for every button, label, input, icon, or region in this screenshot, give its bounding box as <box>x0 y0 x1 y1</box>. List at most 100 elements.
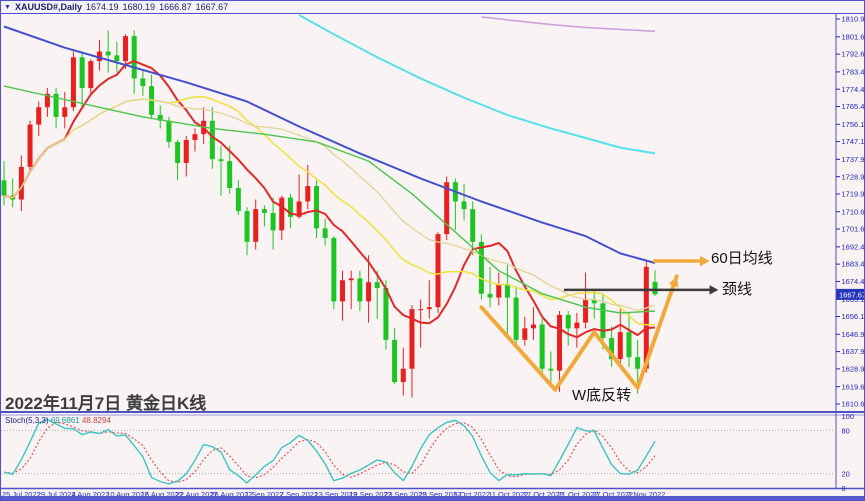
candle-body <box>53 93 59 117</box>
candle-body <box>62 107 68 117</box>
candle-body <box>123 36 129 62</box>
candle-body <box>652 281 658 295</box>
candle-body <box>348 278 354 281</box>
candle-body <box>270 212 276 231</box>
price-tick-label: 1801.65 <box>842 32 865 41</box>
candle-body <box>522 328 528 340</box>
candle-body <box>313 186 319 229</box>
date-tick-label: 29 Jul 2022 <box>37 490 76 499</box>
collapse-arrow-icon[interactable]: ▼ <box>4 3 11 11</box>
candle-body <box>444 182 450 235</box>
candle-body <box>175 141 181 164</box>
candle-body <box>409 309 415 369</box>
candle-body <box>530 324 536 329</box>
candle-body <box>27 124 33 167</box>
price-tick-label: 1637.90 <box>842 347 865 356</box>
chart-caption: 2022年11月7日 黄金日K线 <box>5 394 207 413</box>
candle-body <box>44 93 50 108</box>
stoch-d-value: 48.8294 <box>81 416 111 425</box>
candle-body <box>539 324 545 369</box>
price-tick-label: 1619.65 <box>842 382 865 391</box>
candle-body <box>513 297 519 340</box>
price-tick-label: 1728.90 <box>842 172 865 181</box>
open-value: 1674.19 <box>85 2 119 12</box>
date-tick-label: 27 Oct 2022 <box>592 490 633 499</box>
stoch-name: Stoch(5,3,3) <box>5 416 49 425</box>
price-tick-label: 1737.90 <box>842 155 865 164</box>
candle-body <box>340 280 346 302</box>
price-tick-label: 1683.40 <box>842 260 865 269</box>
price-tick-label: 1674.40 <box>842 277 865 286</box>
candle-body <box>548 368 554 371</box>
candle-body <box>305 186 311 202</box>
date-tick-label: 7 Sep 2022 <box>280 490 318 499</box>
candle-body <box>322 228 328 238</box>
price-tick-label: 1610.65 <box>842 400 865 409</box>
candle-body <box>383 287 389 340</box>
candle-body <box>643 266 649 369</box>
candle-body <box>366 282 372 302</box>
date-tick-label: 4 Aug 2022 <box>71 490 109 499</box>
date-tick-label: 21 Oct 2022 <box>558 490 599 499</box>
date-tick-label: 23 Sep 2022 <box>384 490 427 499</box>
candle-body <box>426 307 432 310</box>
candle-body <box>36 107 42 125</box>
ma60-annotation-label: 60日均线 <box>711 250 773 267</box>
stoch-scale-label: 0 <box>842 484 846 493</box>
w-bottom-arrowhead <box>668 276 679 288</box>
chart-title-bar: ▼ XAUUSD#,Daily 1674.19 1680.19 1666.87 … <box>1 1 864 14</box>
candle-body <box>478 241 484 294</box>
candle-body <box>461 201 467 210</box>
candle-body <box>70 57 76 108</box>
candle-body <box>374 282 380 288</box>
candle-body <box>105 51 111 56</box>
date-tick-label: 1 Sep 2022 <box>245 490 283 499</box>
neckline-annotation-label: 颈线 <box>722 281 753 298</box>
ma30-khaki-line <box>3 98 656 312</box>
candle-body <box>296 201 302 217</box>
date-tick-label: 11 Oct 2022 <box>488 490 528 499</box>
price-tick-label: 1774.40 <box>842 85 865 94</box>
price-tick-label: 1646.90 <box>842 330 865 339</box>
candle-body <box>287 197 293 217</box>
candle-body <box>435 234 441 308</box>
price-tick-label: 1628.90 <box>842 364 865 373</box>
price-tick-label: 1747.15 <box>842 137 865 146</box>
current-price-tag <box>836 288 864 300</box>
price-tick-label: 1792.65 <box>842 50 865 59</box>
ma-cyan-line <box>298 14 656 155</box>
candle-body <box>392 339 398 383</box>
stoch-k-line <box>3 418 656 485</box>
candle-body <box>209 120 215 160</box>
candle-body <box>496 284 502 298</box>
candle-body <box>626 332 632 358</box>
price-tick-label: 1719.90 <box>842 190 865 199</box>
fast-ma-red-line <box>3 60 656 339</box>
neckline-arrowhead <box>709 285 719 295</box>
price-tick-label: 1656.15 <box>842 312 865 321</box>
candle-body <box>557 314 563 371</box>
candle-body <box>1 180 7 196</box>
stoch-scale-label: 20 <box>842 470 850 479</box>
window-bottom-bar <box>1 496 864 500</box>
candle-body <box>88 61 94 89</box>
close-value: 1667.67 <box>195 2 229 12</box>
candle-body <box>192 134 198 140</box>
symbol-period-label: XAUUSD#,Daily <box>14 2 82 12</box>
stoch-k-value: 69.6861 <box>50 416 80 425</box>
candle-body <box>244 211 250 242</box>
candle-body <box>574 322 580 329</box>
date-tick-label: 16 Aug 2022 <box>141 490 183 499</box>
date-tick-label: 5 Oct 2022 <box>453 490 490 499</box>
candle-body <box>591 299 597 304</box>
candle-body <box>227 161 233 189</box>
date-tick-label: 19 Sep 2022 <box>349 490 392 499</box>
price-tick-label: 1765.40 <box>842 102 865 111</box>
candle-body <box>157 114 163 121</box>
candle-body <box>261 209 267 213</box>
ma-green-line <box>3 85 656 314</box>
date-tick-label: 2 Nov 2022 <box>627 490 665 499</box>
price-tick-label: 1701.65 <box>842 225 865 234</box>
price-tick-label: 1783.40 <box>842 68 865 77</box>
